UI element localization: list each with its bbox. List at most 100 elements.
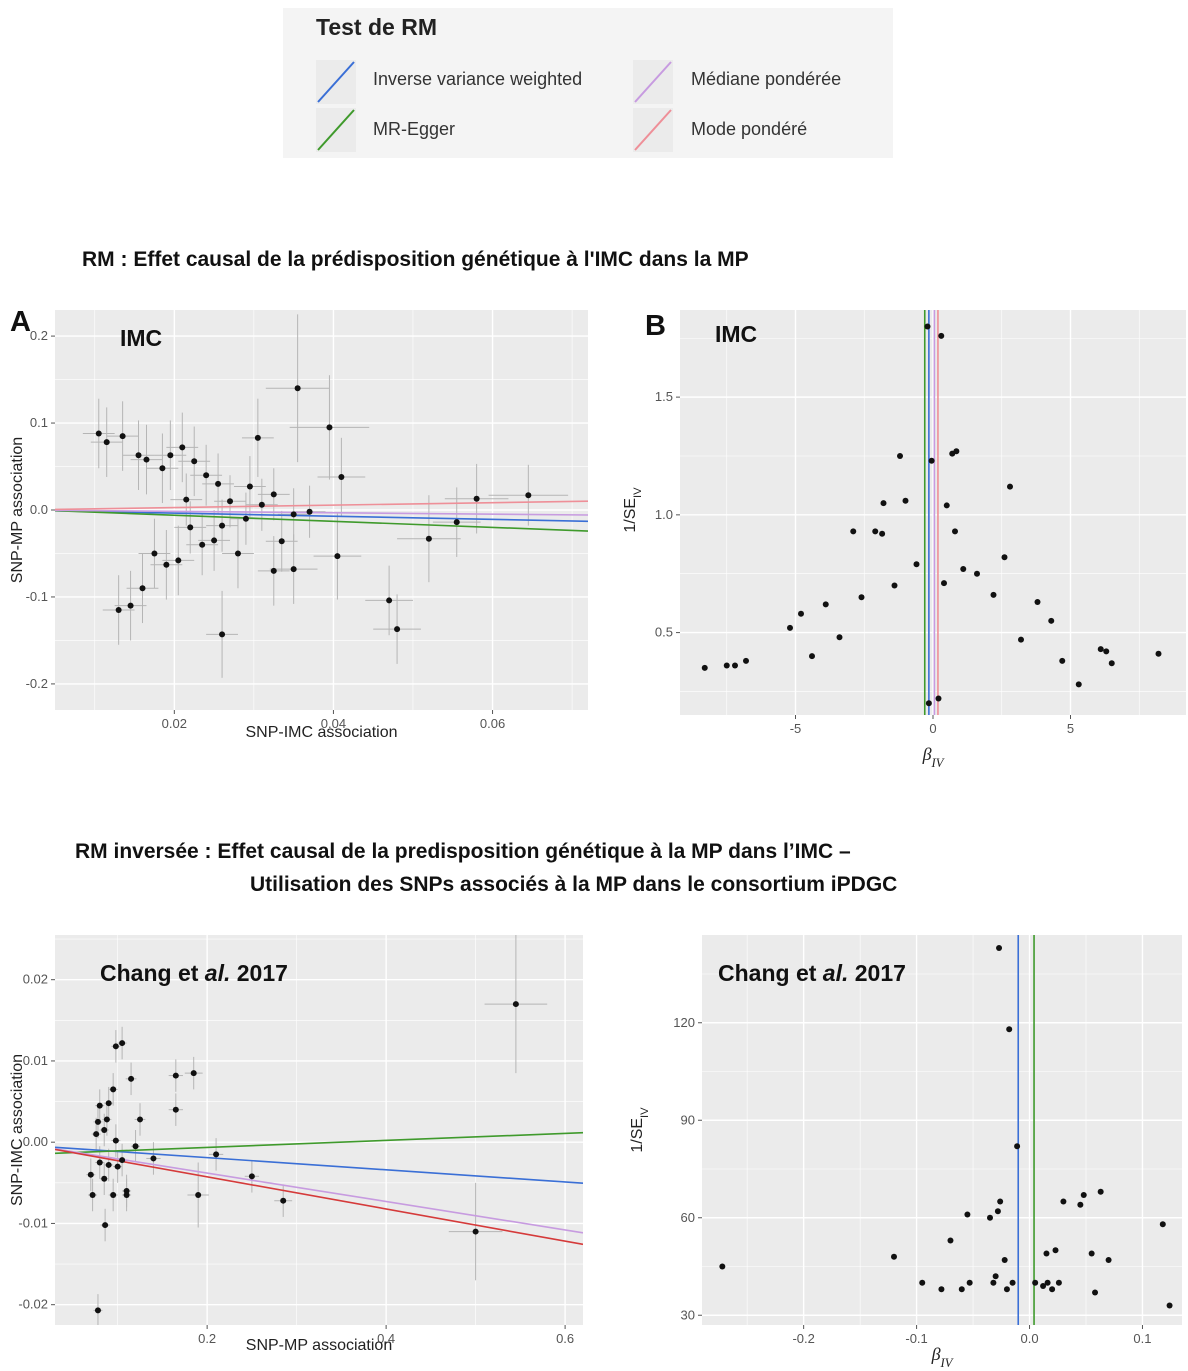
x-tick-label: -5 xyxy=(790,721,802,736)
y-tick-label: 120 xyxy=(673,1015,695,1030)
legend-label-mode: Mode pondéré xyxy=(691,119,808,139)
data-point xyxy=(1060,1198,1067,1205)
data-point xyxy=(858,594,865,601)
reverse-mr-title-line1: RM inversée : Effet causal de la predisp… xyxy=(75,840,851,863)
chart-b-funnel: -5 0 5 0.5 1.0 1.5 βIV 1/SEIV IMC xyxy=(622,310,1186,770)
data-point xyxy=(473,495,480,502)
data-point xyxy=(425,535,432,542)
data-point xyxy=(115,607,122,613)
data-point xyxy=(525,492,532,499)
data-point xyxy=(219,631,226,638)
panel-letter-a: A xyxy=(10,306,31,338)
data-point xyxy=(958,1286,965,1293)
data-point xyxy=(1034,598,1041,605)
data-point xyxy=(1018,636,1024,643)
data-point xyxy=(952,528,958,535)
data-point xyxy=(248,1173,255,1180)
data-point xyxy=(928,457,935,464)
data-point xyxy=(123,1192,130,1198)
y-tick-label: 0.5 xyxy=(655,625,673,640)
data-point xyxy=(1040,1283,1047,1289)
y-axis-title: SNP-IMC association xyxy=(9,1054,26,1206)
data-point xyxy=(280,1197,287,1204)
data-point xyxy=(919,1279,926,1286)
data-point xyxy=(879,530,886,537)
data-point xyxy=(996,945,1003,951)
data-point xyxy=(139,585,146,592)
legend-label-ivw: Inverse variance weighted xyxy=(373,69,583,89)
y-tick-label: 60 xyxy=(681,1210,695,1225)
y-tick-label: -0.1 xyxy=(26,589,48,604)
legend-label-median: Médiane pondérée xyxy=(691,69,842,89)
legend-label-mr-egger: MR-Egger xyxy=(373,119,456,139)
data-point xyxy=(974,570,980,577)
data-point xyxy=(254,434,261,441)
data-point xyxy=(1003,1286,1010,1293)
data-point xyxy=(306,508,313,515)
x-axis-title: βIV xyxy=(922,744,945,770)
regression-line xyxy=(55,1146,583,1185)
data-point xyxy=(925,700,932,707)
data-point xyxy=(1088,1250,1095,1257)
plot-panel xyxy=(702,935,1182,1325)
regression-line xyxy=(55,509,588,523)
data-point xyxy=(290,511,297,518)
data-point xyxy=(234,550,241,557)
data-point xyxy=(891,1253,897,1260)
y-tick-label: -0.02 xyxy=(18,1297,48,1312)
data-point xyxy=(172,1072,179,1079)
x-tick-label: 0.02 xyxy=(162,716,187,731)
data-point xyxy=(94,1307,101,1314)
x-tick-label: 0 xyxy=(929,721,936,736)
data-point xyxy=(1077,1201,1084,1208)
data-point xyxy=(1166,1302,1173,1309)
y-tick-label: 1.0 xyxy=(655,507,673,522)
x-tick-label: 0.04 xyxy=(321,716,346,731)
data-point xyxy=(246,483,253,490)
data-point xyxy=(334,553,341,560)
y-axis-title: 1/SEIV xyxy=(629,1107,651,1153)
y-tick-label: 0.00 xyxy=(23,1134,48,1149)
data-point xyxy=(203,472,210,479)
data-point xyxy=(89,1192,96,1198)
y-tick-label: 30 xyxy=(681,1307,695,1322)
forward-mr-title: RM : Effet causal de la prédisposition g… xyxy=(82,248,749,271)
data-point xyxy=(338,473,345,480)
data-point xyxy=(798,610,804,617)
data-point xyxy=(96,1102,103,1109)
data-point xyxy=(179,444,186,451)
data-point xyxy=(112,1137,119,1144)
data-point xyxy=(453,519,460,526)
data-point xyxy=(119,1040,126,1047)
chart-a-scatter: 0.02 0.04 0.06 -0.2 -0.1 0.0 0.1 0.2 SNP-IMC ass… xyxy=(9,310,588,741)
data-point xyxy=(897,452,903,459)
data-point xyxy=(938,1286,945,1293)
data-point xyxy=(1105,1257,1112,1263)
y-tick-label: 0.01 xyxy=(23,1053,48,1068)
data-point xyxy=(1080,1192,1087,1198)
data-point xyxy=(966,1279,973,1286)
data-point xyxy=(1006,1026,1013,1033)
data-point xyxy=(787,624,793,631)
x-axis-title: βIV xyxy=(931,1344,954,1370)
regression-line xyxy=(55,1148,583,1234)
data-point xyxy=(987,1214,993,1221)
data-point xyxy=(938,332,945,339)
regression-line xyxy=(55,509,588,516)
data-point xyxy=(151,550,158,557)
data-point xyxy=(213,1151,220,1158)
data-point xyxy=(1108,660,1115,667)
data-point xyxy=(105,1100,112,1107)
data-point xyxy=(1097,1188,1104,1195)
data-point xyxy=(1075,681,1082,688)
y-tick-label: 0.2 xyxy=(30,328,48,343)
x-tick-label: 0.2 xyxy=(198,1331,216,1346)
data-point xyxy=(270,567,277,574)
data-point xyxy=(87,1171,94,1178)
data-point xyxy=(1097,646,1104,653)
y-tick-label: 90 xyxy=(681,1112,695,1127)
plot-panel xyxy=(55,935,583,1325)
data-point xyxy=(114,1163,121,1170)
data-point xyxy=(743,657,749,664)
inset-label: Chang et al. 2017 xyxy=(100,960,288,986)
